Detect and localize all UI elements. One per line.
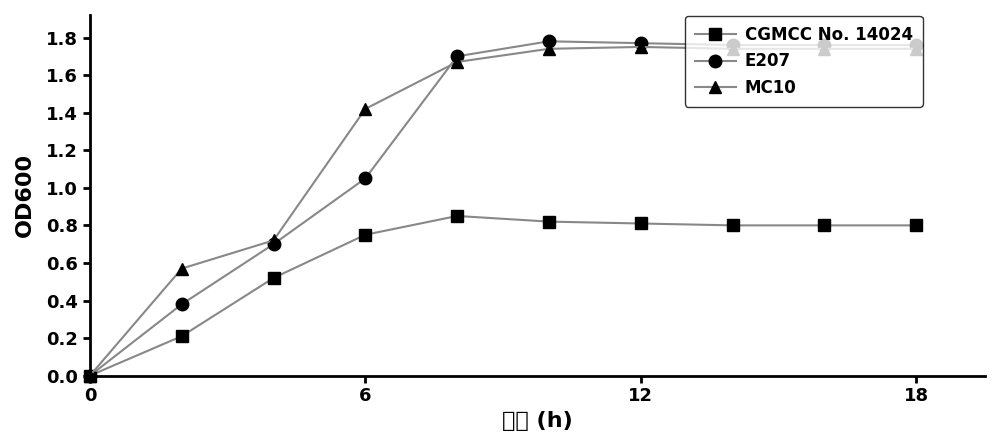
MC10 <box>84 373 96 378</box>
MC10 <box>727 46 739 51</box>
E207 <box>84 373 96 378</box>
Line: E207: E207 <box>84 35 922 382</box>
CGMCC No. 14024 <box>543 219 555 224</box>
CGMCC No. 14024 <box>84 373 96 378</box>
CGMCC No. 14024 <box>910 223 922 228</box>
CGMCC No. 14024 <box>727 223 739 228</box>
Line: MC10: MC10 <box>84 41 922 382</box>
CGMCC No. 14024 <box>176 334 188 339</box>
CGMCC No. 14024 <box>451 213 463 219</box>
MC10 <box>451 59 463 65</box>
E207 <box>359 176 371 181</box>
MC10 <box>176 266 188 271</box>
Y-axis label: OD600: OD600 <box>15 153 35 237</box>
E207 <box>910 42 922 48</box>
E207 <box>727 42 739 48</box>
CGMCC No. 14024 <box>359 232 371 237</box>
CGMCC No. 14024 <box>818 223 830 228</box>
MC10 <box>635 44 647 50</box>
Line: CGMCC No. 14024: CGMCC No. 14024 <box>84 210 922 382</box>
E207 <box>543 39 555 44</box>
Legend: CGMCC No. 14024, E207, MC10: CGMCC No. 14024, E207, MC10 <box>685 16 923 107</box>
CGMCC No. 14024 <box>268 275 280 281</box>
MC10 <box>543 46 555 51</box>
E207 <box>451 54 463 59</box>
E207 <box>818 42 830 48</box>
E207 <box>268 241 280 247</box>
CGMCC No. 14024 <box>635 221 647 226</box>
MC10 <box>359 106 371 112</box>
MC10 <box>818 46 830 51</box>
MC10 <box>268 238 280 243</box>
MC10 <box>910 46 922 51</box>
X-axis label: 时间 (h): 时间 (h) <box>502 411 573 431</box>
E207 <box>635 41 647 46</box>
E207 <box>176 301 188 307</box>
